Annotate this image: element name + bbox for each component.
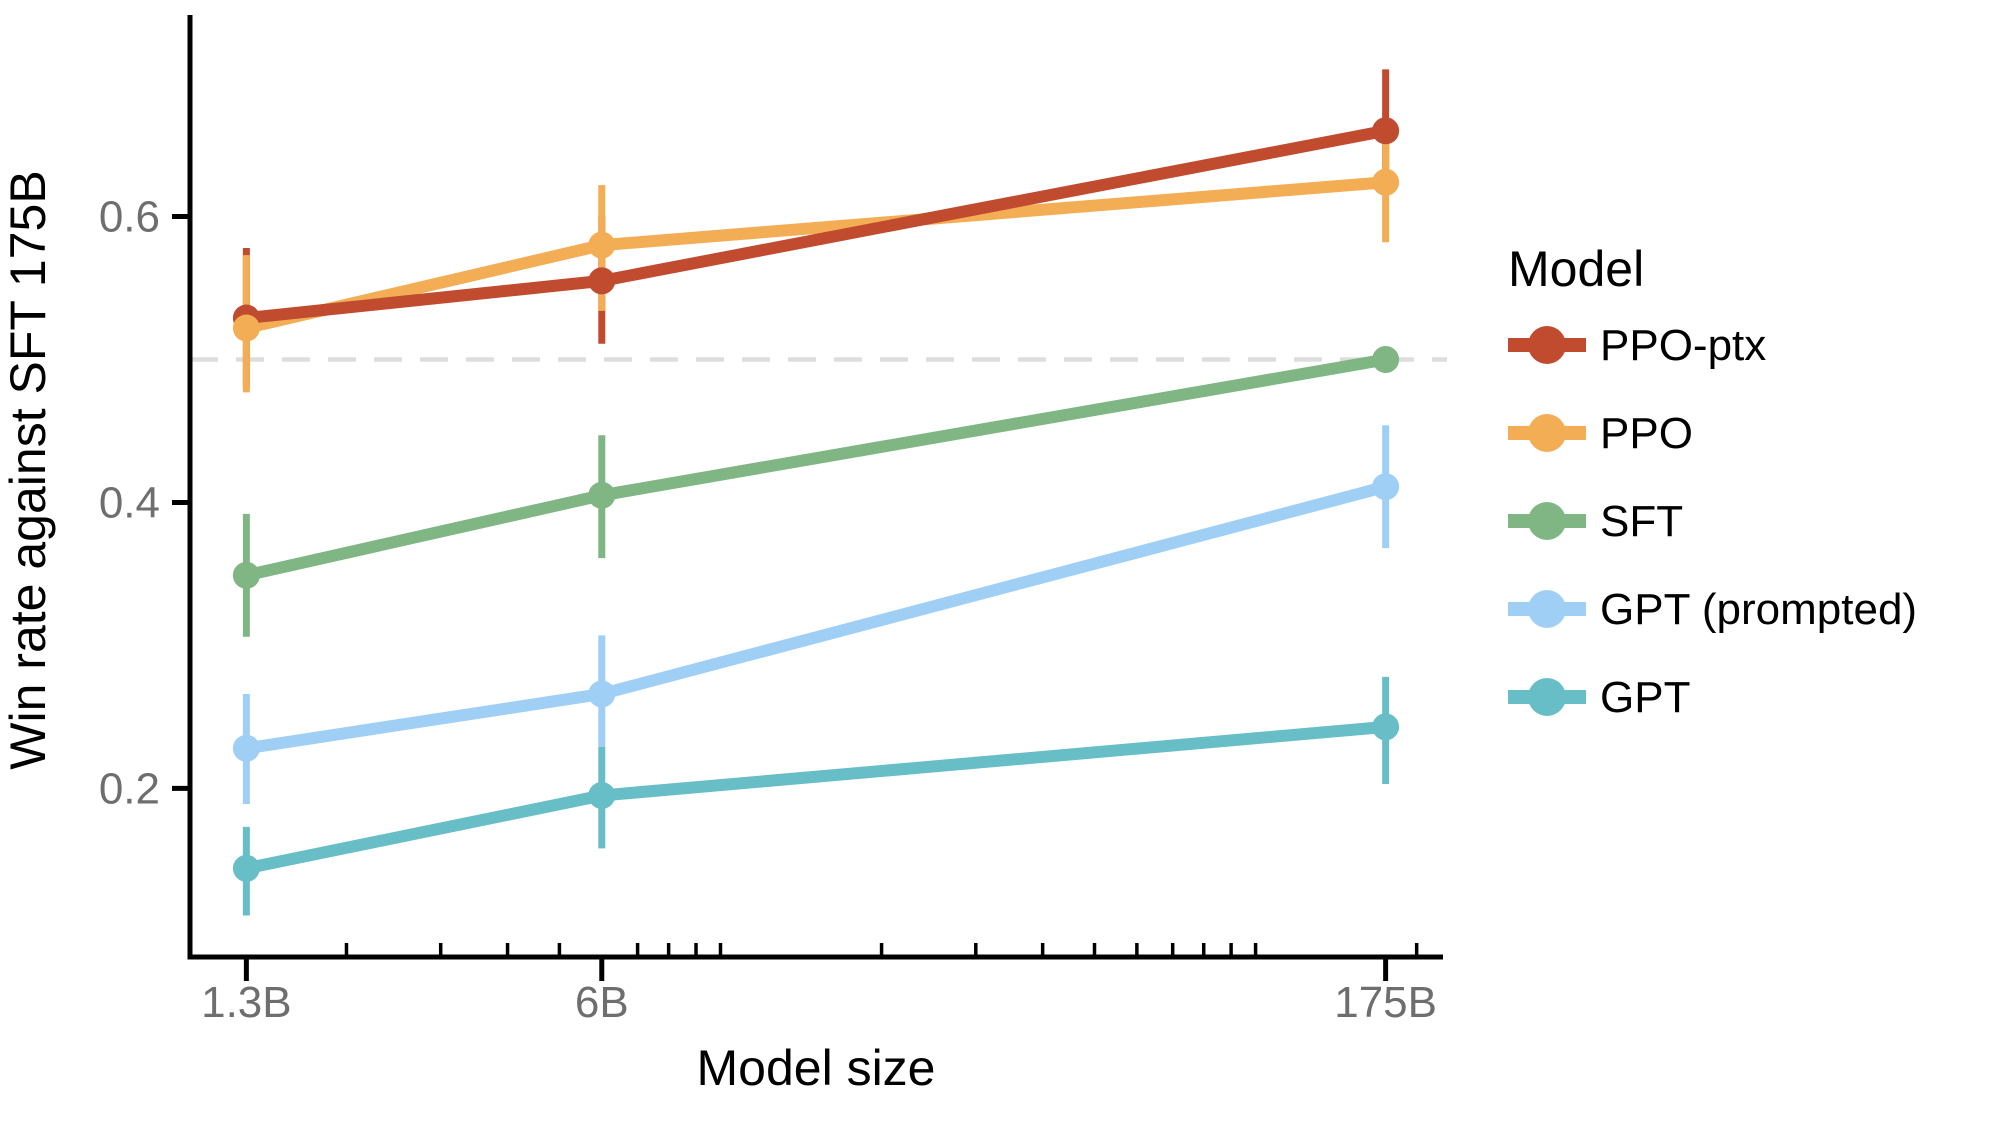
data-point xyxy=(232,314,260,342)
legend-item-gpt: GPT xyxy=(1508,673,1690,722)
legend-item-ppo: PPO xyxy=(1508,409,1693,458)
data-point xyxy=(1372,117,1400,145)
legend-swatch-dot xyxy=(1528,590,1566,628)
legend-swatch-dot xyxy=(1528,326,1566,364)
data-point xyxy=(588,481,616,509)
x-tick-label: 6B xyxy=(575,978,629,1027)
data-point xyxy=(588,680,616,708)
x-tick-label: 175B xyxy=(1334,978,1437,1027)
series-line-GPT xyxy=(240,720,1392,875)
data-point xyxy=(588,267,616,295)
data-point xyxy=(588,231,616,259)
series-line-SFT xyxy=(240,353,1392,582)
data-point xyxy=(232,561,260,589)
legend-item-ppo-ptx: PPO-ptx xyxy=(1508,321,1766,370)
legend-item-label: PPO xyxy=(1600,409,1693,458)
data-points-GPT (prompted) xyxy=(232,473,1400,762)
plot-area: 0.2 0.4 0.6 1.3B 6B 175B xyxy=(99,15,1447,1027)
legend-item-label: SFT xyxy=(1600,497,1683,546)
data-points-PPO-ptx xyxy=(232,117,1400,332)
x-axis-title: Model size xyxy=(697,1040,936,1096)
x-tick-label: 1.3B xyxy=(201,978,292,1027)
legend-item-gpt-prompted-: GPT (prompted) xyxy=(1508,585,1917,634)
legend-swatch-dot xyxy=(1528,502,1566,540)
data-points-SFT xyxy=(232,345,1400,589)
data-points-GPT xyxy=(232,713,1400,882)
legend: PPO-ptx PPO SFT GPT (prompted) GPT xyxy=(1508,321,1917,722)
y-axis-title: Win rate against SFT 175B xyxy=(0,170,56,769)
legend-item-label: GPT (prompted) xyxy=(1600,585,1917,634)
y-tick-label: 0.6 xyxy=(99,193,160,242)
error-bars-GPT xyxy=(242,676,1390,916)
legend-swatch-dot xyxy=(1528,678,1566,716)
data-point xyxy=(232,854,260,882)
series-line-GPT (prompted) xyxy=(240,480,1392,755)
legend-item-label: PPO-ptx xyxy=(1600,321,1766,370)
data-points-PPO xyxy=(232,168,1400,342)
data-point xyxy=(232,734,260,762)
legend-item-label: GPT xyxy=(1600,673,1690,722)
legend-swatch-dot xyxy=(1528,414,1566,452)
data-point xyxy=(1372,473,1400,501)
legend-item-sft: SFT xyxy=(1508,497,1683,546)
data-point xyxy=(1372,713,1400,741)
data-point xyxy=(588,781,616,809)
data-point xyxy=(1372,168,1400,196)
legend-title: Model xyxy=(1508,241,1644,297)
y-tick-label: 0.4 xyxy=(99,478,160,527)
data-point xyxy=(1372,345,1400,373)
y-tick-label: 0.2 xyxy=(99,764,160,813)
